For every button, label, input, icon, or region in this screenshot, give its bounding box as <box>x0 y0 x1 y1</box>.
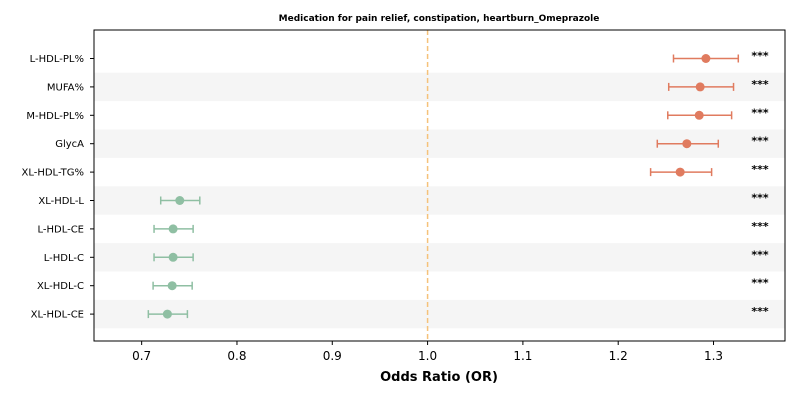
or-point <box>167 281 177 291</box>
or-point <box>168 224 178 234</box>
significance-label: *** <box>751 106 769 119</box>
category-label: L-HDL-C <box>44 253 84 264</box>
significance-labels: *** *** *** *** *** *** *** *** *** *** <box>751 50 769 319</box>
significance-label: *** <box>751 305 769 318</box>
or-point <box>162 309 172 319</box>
x-axis-label: Odds Ratio (OR) <box>380 370 498 385</box>
chart-title: Medication for pain relief, constipation… <box>279 14 600 24</box>
or-point <box>675 167 685 177</box>
category-label: XL-HDL-C <box>37 281 84 292</box>
category-label: XL-HDL-TG% <box>21 168 84 179</box>
significance-label: *** <box>751 163 769 176</box>
row-band <box>94 243 785 272</box>
x-tick-label: 1.1 <box>513 349 532 363</box>
or-point <box>701 54 711 63</box>
significance-label: *** <box>751 248 769 261</box>
category-label: XL-HDL-CE <box>31 310 84 321</box>
or-point <box>168 252 178 262</box>
significance-label: *** <box>751 78 769 91</box>
x-tick-label: 1.3 <box>704 349 723 363</box>
category-label: M-HDL-PL% <box>26 111 84 122</box>
significance-label: *** <box>751 220 769 233</box>
category-labels: L-HDL-PL% MUFA% M-HDL-PL% GlycA XL-HDL-TG% XL… <box>21 54 94 321</box>
category-label: MUFA% <box>47 82 84 93</box>
plot-frame <box>93 29 786 342</box>
or-point <box>695 82 705 92</box>
x-tick-label: 0.7 <box>132 349 151 363</box>
x-tick-label: 1.0 <box>418 349 437 363</box>
or-point <box>175 196 185 205</box>
x-axis-ticks: 0.7 0.8 0.9 1.0 1.1 1.2 1.3 <box>132 341 723 363</box>
or-point <box>682 139 692 149</box>
category-label: L-HDL-PL% <box>30 54 84 65</box>
significance-label: *** <box>751 192 769 205</box>
significance-label: *** <box>751 135 769 148</box>
row-band <box>94 299 785 329</box>
data-marks <box>147 54 740 319</box>
significance-label: *** <box>751 50 769 63</box>
row-band <box>94 186 785 215</box>
category-label: L-HDL-CE <box>37 224 84 235</box>
category-label: GlycA <box>55 139 84 150</box>
or-point <box>694 110 704 120</box>
significance-label: *** <box>751 277 769 290</box>
x-tick-label: 0.9 <box>323 349 342 363</box>
x-tick-label: 1.2 <box>609 349 628 363</box>
category-label: XL-HDL-L <box>38 196 84 207</box>
x-tick-label: 0.8 <box>227 349 246 363</box>
